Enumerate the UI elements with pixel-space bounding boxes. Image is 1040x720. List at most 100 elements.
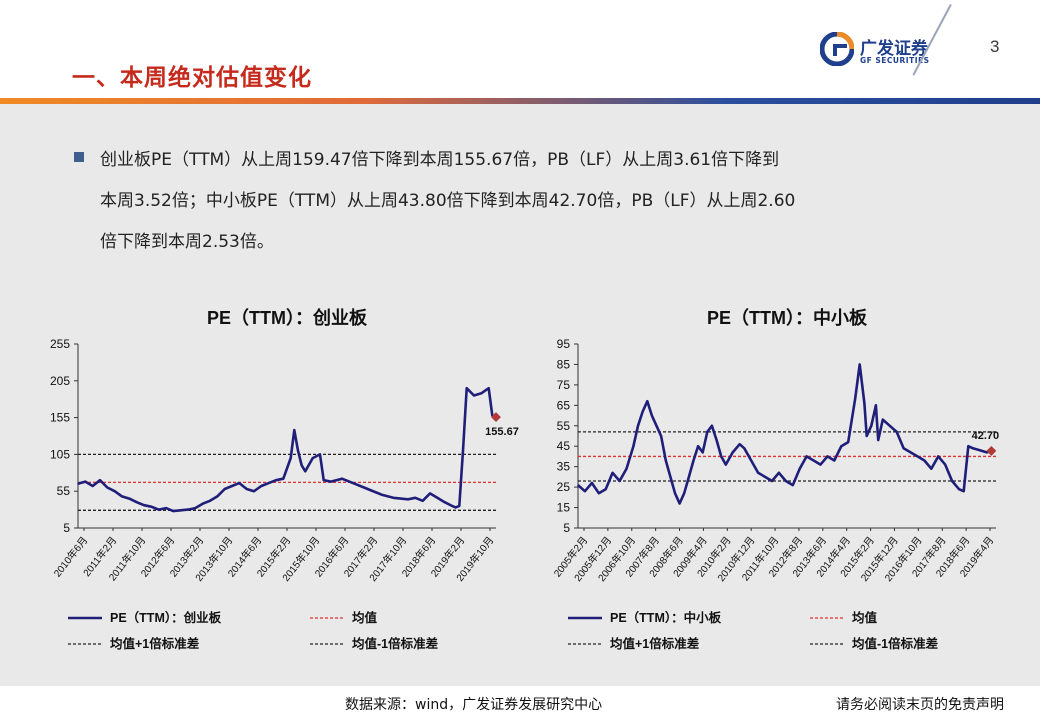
- data-point: [771, 480, 773, 482]
- data-point: [967, 445, 970, 447]
- data-point: [300, 464, 303, 467]
- legend-series-label: PE（TTM）：中小板: [610, 610, 722, 625]
- page-title: 一、本周绝对估值变化: [72, 65, 312, 91]
- data-point: [812, 459, 815, 462]
- data-point: [625, 467, 628, 470]
- content-area: [0, 104, 1040, 686]
- y-tick-label: 45: [557, 439, 571, 453]
- data-point: [282, 477, 285, 480]
- data-point: [591, 482, 593, 484]
- data-point: [238, 482, 241, 484]
- data-point: [840, 445, 843, 447]
- data-point: [330, 480, 332, 483]
- data-point: [421, 500, 424, 502]
- data-point: [738, 443, 741, 445]
- data-point: [979, 449, 981, 452]
- chart-title: PE（TTM）：中小板: [707, 307, 868, 328]
- data-point: [370, 489, 373, 492]
- data-point: [618, 480, 621, 482]
- data-point: [231, 485, 233, 487]
- data-point: [451, 505, 453, 507]
- data-point: [436, 497, 439, 499]
- bullet-square-icon: [74, 152, 84, 162]
- data-point: [725, 463, 727, 466]
- y-tick-label: 105: [50, 447, 70, 461]
- data-point: [819, 463, 822, 466]
- last-value-label: 42.70: [972, 430, 1000, 442]
- data-point: [611, 472, 614, 474]
- summary-line: 倍下降到本周2.53倍。: [100, 232, 274, 252]
- logo-chinese-text: 广发证券: [860, 39, 928, 59]
- data-point: [798, 467, 801, 470]
- data-point: [678, 502, 681, 505]
- title-underline-bar: [0, 98, 1040, 104]
- summary-line: 本周3.52倍；中小板PE（TTM）从上周43.80倍下降到本周42.70倍，P…: [100, 191, 796, 211]
- data-point: [750, 459, 752, 462]
- data-point: [916, 455, 919, 458]
- data-point: [902, 447, 905, 450]
- disclaimer-link[interactable]: 请务必阅读末页的免责声明: [836, 697, 1004, 713]
- data-point: [764, 476, 766, 478]
- data-point: [414, 497, 417, 499]
- last-value-label: 155.67: [485, 426, 519, 438]
- data-point: [322, 479, 325, 481]
- data-point: [473, 394, 475, 397]
- data-point: [598, 492, 600, 494]
- data-point: [826, 455, 829, 458]
- data-point: [909, 451, 912, 454]
- data-point: [720, 455, 722, 458]
- data-point: [363, 486, 365, 489]
- y-tick-label: 35: [557, 460, 571, 474]
- data-point: [660, 435, 662, 437]
- data-point: [341, 477, 343, 480]
- data-point: [637, 425, 639, 427]
- data-point: [297, 449, 299, 452]
- data-point: [731, 451, 734, 454]
- summary-text: 创业板PE（TTM）从上周159.47倍下降到本周155.67倍，PB（LF）从…: [100, 140, 980, 263]
- y-tick-label: 5: [563, 521, 570, 535]
- data-point: [923, 459, 926, 462]
- data-point: [194, 507, 197, 509]
- data-point: [304, 470, 307, 473]
- data-point: [245, 488, 248, 490]
- data-point: [882, 418, 884, 421]
- brand-logo: 广发证券 GF SECURITIES: [820, 30, 950, 72]
- data-point: [833, 459, 836, 462]
- data-point: [381, 494, 384, 496]
- y-tick-label: 95: [557, 337, 571, 351]
- data-point: [655, 425, 658, 427]
- data-point: [319, 453, 321, 456]
- data-point: [267, 482, 270, 484]
- data-point: [863, 402, 866, 405]
- data-point: [584, 490, 586, 492]
- data-point: [216, 495, 219, 498]
- y-tick-label: 65: [557, 398, 571, 412]
- data-point: [701, 451, 704, 454]
- data-point: [143, 504, 145, 506]
- data-point: [669, 476, 672, 478]
- data-point: [958, 488, 960, 490]
- y-tick-label: 15: [557, 501, 571, 515]
- data-point: [688, 476, 690, 478]
- data-point: [407, 498, 409, 501]
- data-point: [895, 431, 898, 433]
- data-point: [930, 467, 933, 470]
- data-point: [646, 400, 649, 402]
- data-point: [392, 497, 395, 499]
- data-point: [260, 485, 263, 487]
- data-point: [706, 431, 709, 433]
- data-point: [480, 392, 483, 395]
- data-point: [399, 497, 402, 500]
- data-point: [778, 472, 780, 474]
- y-tick-label: 55: [57, 484, 71, 498]
- data-point: [293, 429, 296, 431]
- legend-minus-std-label: 均值-1倍标准差: [352, 636, 438, 651]
- y-tick-label: 155: [50, 411, 70, 425]
- series-line: [77, 386, 497, 513]
- legend-mean-label: 均值: [852, 610, 878, 625]
- data-point: [889, 425, 891, 427]
- logo-english-text: GF SECURITIES: [860, 56, 930, 65]
- data-point: [128, 497, 131, 500]
- data-point: [962, 490, 965, 492]
- data-source: 数据来源：wind，广发证券发展研究中心: [345, 697, 603, 713]
